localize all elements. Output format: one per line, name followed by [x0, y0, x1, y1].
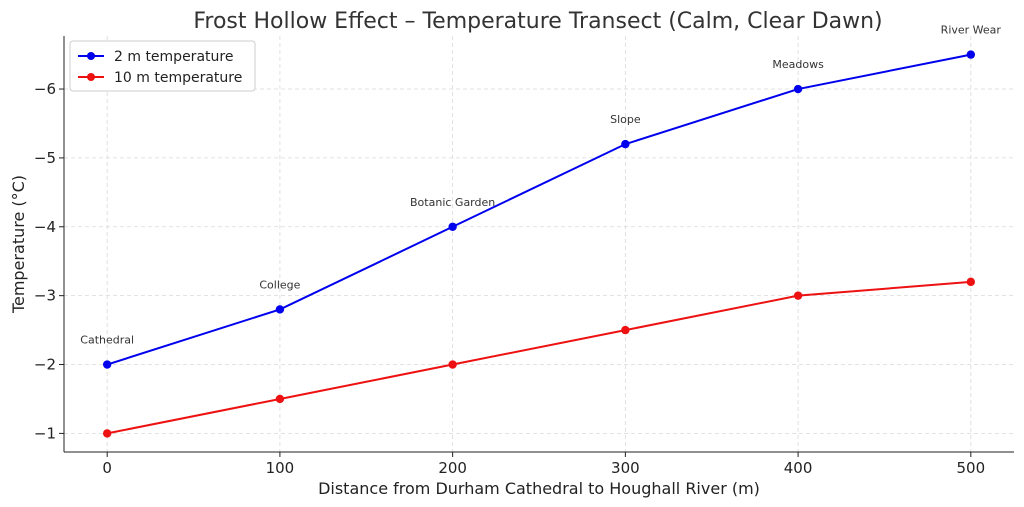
legend-marker-10m: [87, 73, 95, 81]
data-point: [621, 139, 630, 149]
x-tick-label: 400: [784, 459, 813, 477]
data-point: [275, 305, 285, 314]
y-tick-label: −6: [34, 80, 56, 98]
data-point: [621, 325, 630, 335]
annotation-label: Botanic Garden: [410, 196, 495, 209]
x-tick-label: 500: [956, 459, 985, 477]
y-tick-label: −4: [34, 218, 56, 236]
data-point: [102, 429, 112, 438]
legend-label-2m: 2 m temperature: [114, 49, 233, 65]
y-axis-label: Temperature (°C): [9, 175, 28, 314]
chart-title: Frost Hollow Effect – Temperature Transe…: [193, 9, 882, 34]
axes: [63, 36, 1014, 453]
annotation-label: River Wear: [941, 24, 1002, 37]
x-axis-ticks: 0 100 200 300 400 500: [102, 452, 985, 477]
data-point: [102, 360, 112, 369]
series-line-0: [106, 53, 972, 366]
series-line-1: [106, 280, 971, 435]
series-layer: [102, 50, 976, 438]
y-tick-label: −5: [34, 149, 56, 167]
annotations: Cathedral College Botanic Garden Slope Meado…: [80, 24, 1001, 347]
x-tick-label: 200: [438, 459, 467, 477]
y-axis-ticks: −1 −2 −3 −4 −5 −6: [34, 80, 64, 442]
data-point: [448, 222, 457, 231]
x-tick-label: 0: [102, 459, 112, 477]
data-point: [966, 50, 976, 59]
y-tick-label: −2: [34, 356, 56, 374]
legend: 2 m temperature 10 m temperature: [69, 40, 256, 92]
data-point: [793, 291, 803, 300]
grid: [64, 36, 1014, 452]
y-tick-label: −1: [34, 424, 56, 442]
legend-label-10m: 10 m temperature: [114, 70, 242, 86]
annotation-label: College: [259, 278, 300, 291]
y-tick-label: −3: [34, 287, 56, 305]
x-tick-label: 100: [266, 459, 295, 477]
x-tick-label: 300: [611, 459, 640, 477]
annotation-label: Slope: [610, 113, 641, 126]
data-point: [275, 394, 285, 404]
data-point: [793, 84, 803, 94]
data-point: [966, 277, 976, 287]
legend-box: [69, 40, 256, 92]
annotation-label: Cathedral: [80, 334, 134, 347]
legend-marker-2m: [87, 52, 95, 60]
annotation-label: Meadows: [772, 58, 824, 71]
data-point: [448, 360, 457, 369]
x-axis-label: Distance from Durham Cathedral to Hougha…: [318, 479, 760, 498]
